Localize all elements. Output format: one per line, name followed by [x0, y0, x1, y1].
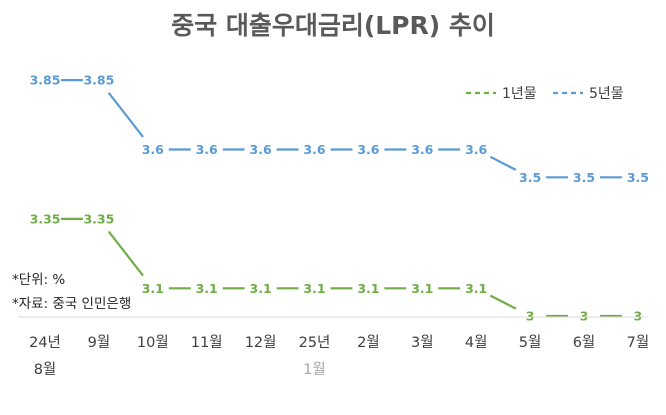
legend: 1년물 5년물	[466, 86, 624, 102]
series-line-5y	[61, 79, 622, 179]
series-line-1y	[61, 217, 622, 318]
data-label-1y-11: 3	[634, 309, 643, 324]
source-note: *자료: 중국 인민은행	[12, 296, 131, 312]
data-label-5y-1: 3.85	[83, 73, 114, 88]
x-axis-ticks: 24년 8월 9월 10월 11월 12월 25년 1월 2월 3월 4월 5월 6월 7월	[29, 334, 649, 378]
data-label-5y-11: 3.5	[627, 170, 649, 185]
data-label-1y-4: 3.1	[250, 281, 272, 296]
x-tick-label-5: 25년 1월	[299, 334, 331, 378]
data-label-1y-6: 3.1	[357, 281, 379, 296]
legend-label-1y: 1년물	[502, 86, 537, 102]
data-label-layer: 3.35 3.35 3.1 3.1 3.1 3.1 3.1 3.1 3.1 3 3 3 3.85 3.85…	[30, 73, 649, 324]
x-tick-label-9: 5월	[519, 334, 542, 351]
unit-note: *단위: %	[12, 272, 65, 288]
data-label-5y-2: 3.6	[142, 142, 164, 157]
x-tick-label-3: 11월	[191, 334, 223, 351]
chart-title: 중국 대출우대금리(LPR) 추이	[171, 11, 495, 40]
data-label-5y-7: 3.6	[411, 142, 433, 157]
x-tick-label-10: 6월	[573, 334, 596, 351]
data-label-1y-1: 3.35	[83, 211, 114, 226]
x-tick-label-2: 10월	[137, 334, 169, 351]
data-label-1y-8: 3.1	[465, 281, 487, 296]
x-tick-label-1: 9월	[88, 334, 111, 351]
series-layer	[61, 79, 622, 318]
x-tick-label-0: 24년 8월	[29, 334, 61, 378]
legend-label-5y: 5년물	[589, 86, 624, 102]
data-label-1y-5: 3.1	[303, 281, 325, 296]
x-tick-label-11: 7월	[627, 334, 650, 351]
data-label-5y-8: 3.6	[465, 142, 487, 157]
x-tick-label-6: 2월	[357, 334, 380, 351]
data-label-5y-5: 3.6	[303, 142, 325, 157]
data-label-5y-10: 3.5	[573, 170, 595, 185]
data-label-1y-3: 3.1	[196, 281, 218, 296]
data-label-5y-4: 3.6	[250, 142, 272, 157]
data-label-1y-0: 3.35	[30, 211, 61, 226]
data-label-1y-9: 3	[526, 309, 535, 324]
data-label-1y-7: 3.1	[411, 281, 433, 296]
data-label-5y-9: 3.5	[519, 170, 541, 185]
x-tick-label-7: 3월	[411, 334, 434, 351]
x-tick-label-4: 12월	[245, 334, 277, 351]
data-label-1y-10: 3	[580, 309, 589, 324]
x-tick-label-8: 4월	[465, 334, 488, 351]
data-label-5y-0: 3.85	[30, 73, 61, 88]
data-label-5y-6: 3.6	[357, 142, 379, 157]
data-label-1y-2: 3.1	[142, 281, 164, 296]
data-label-5y-3: 3.6	[196, 142, 218, 157]
